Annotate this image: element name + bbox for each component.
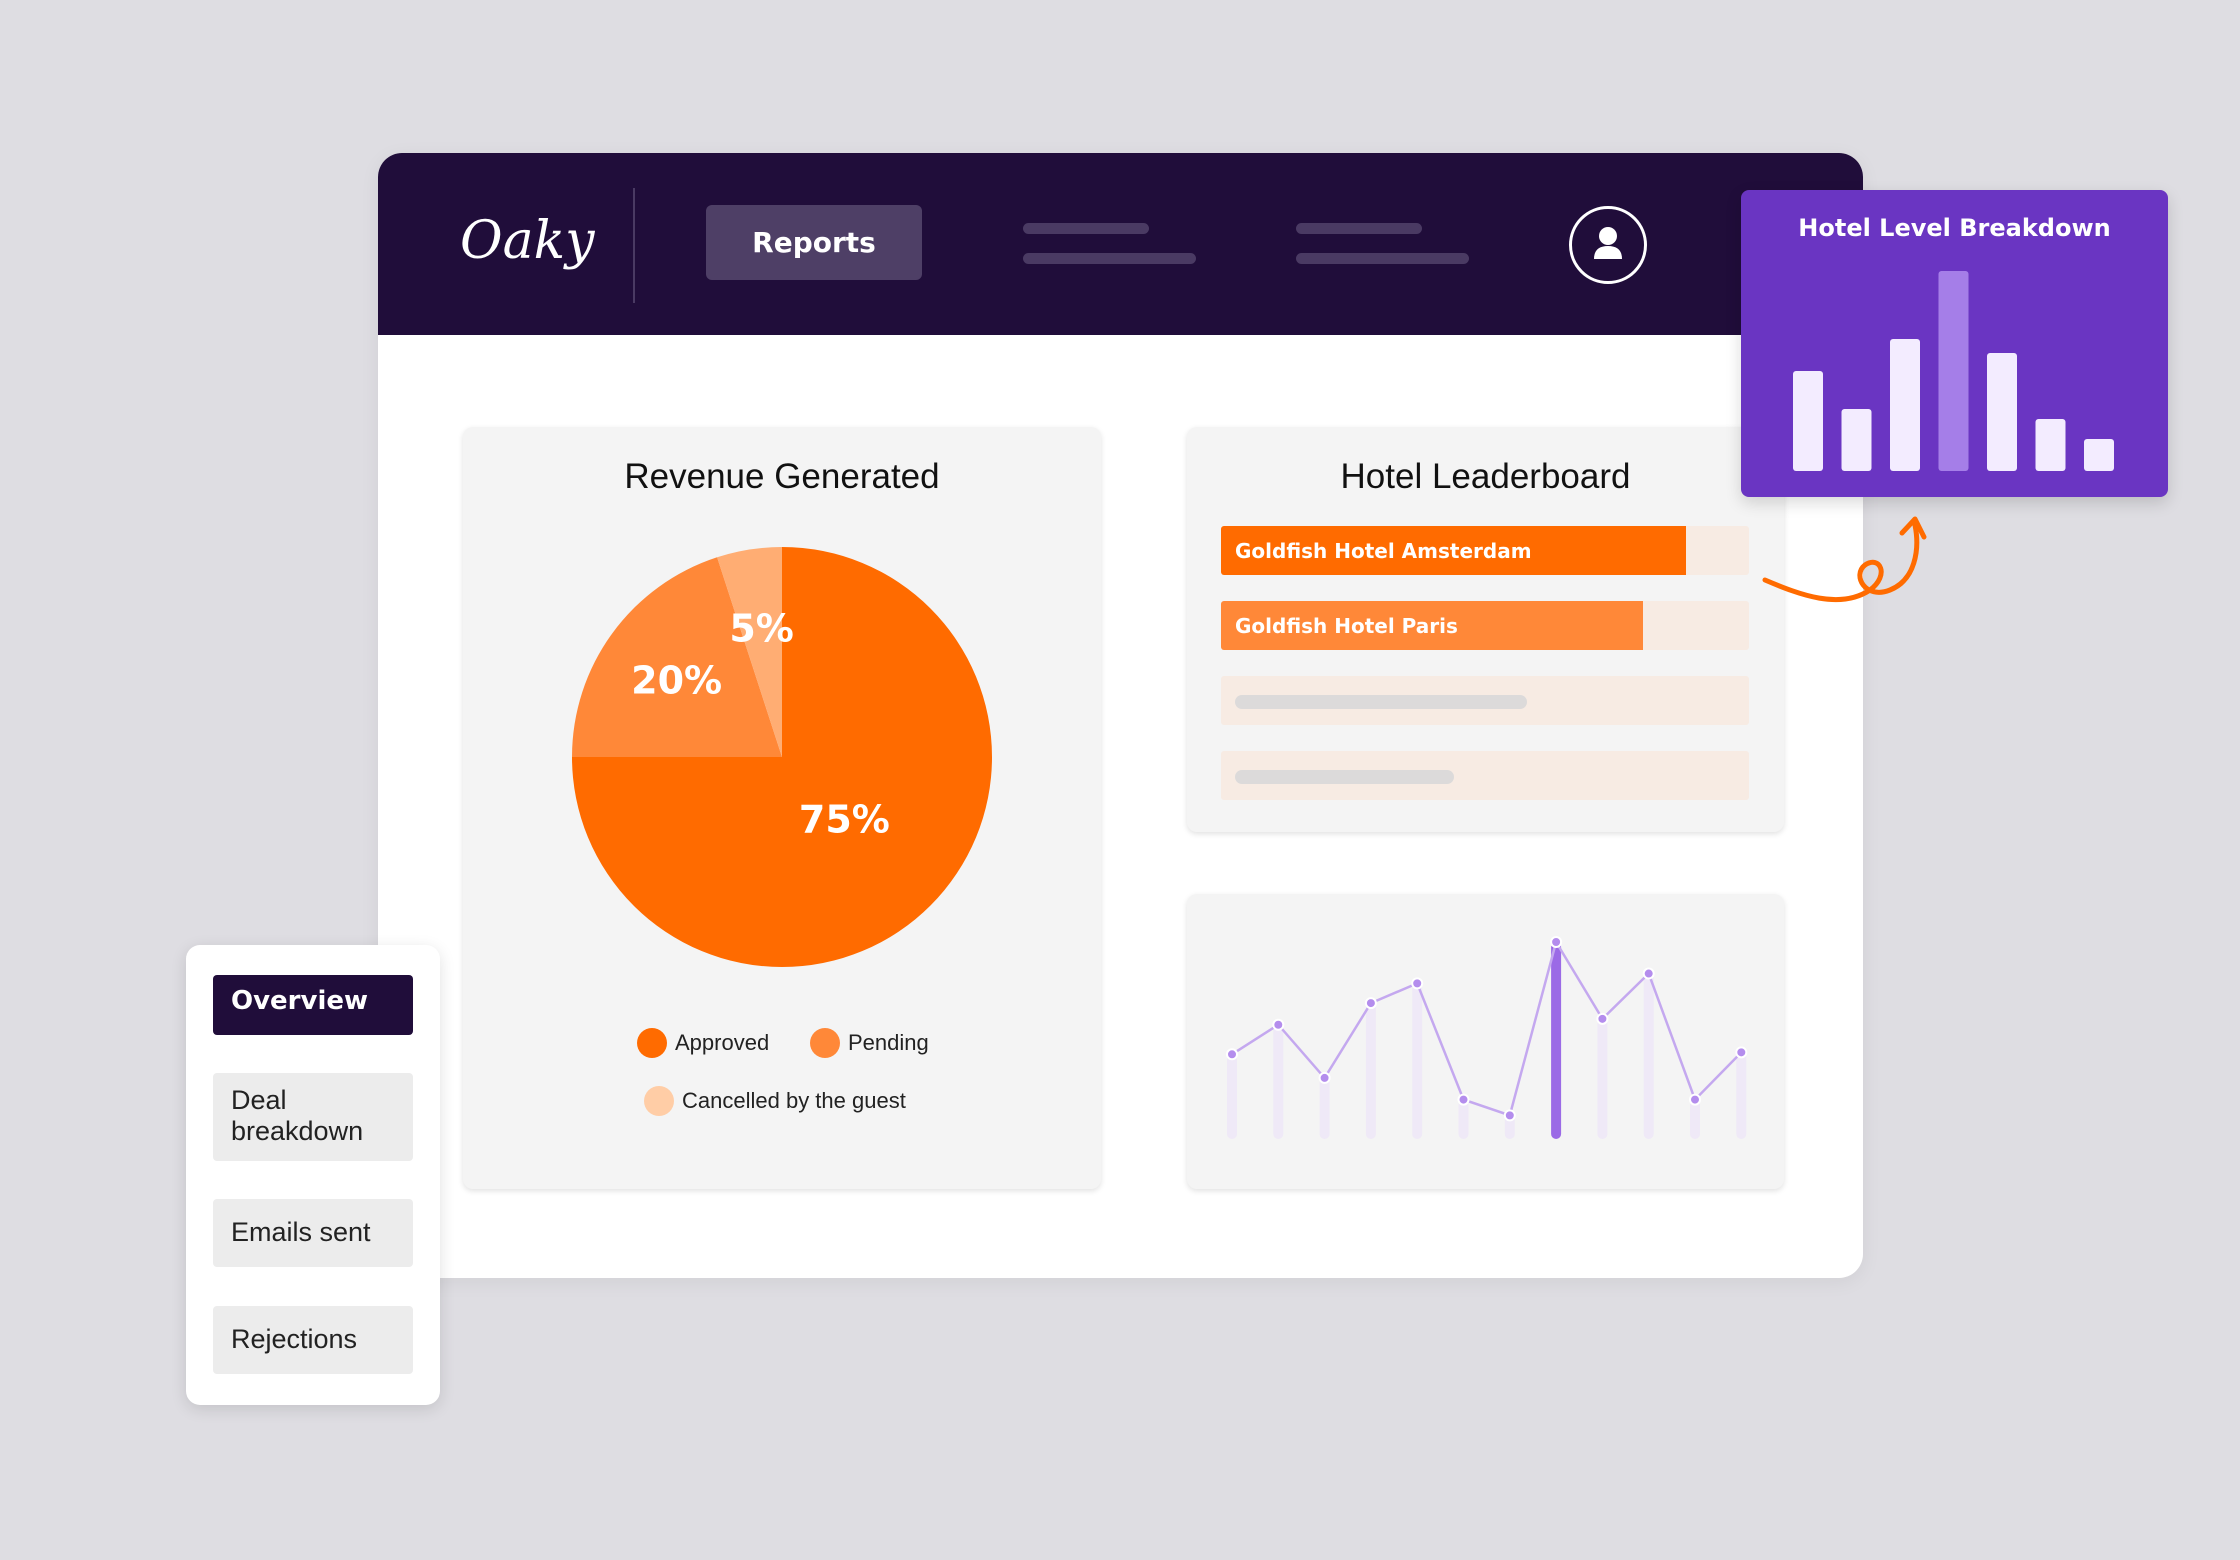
hotel-breakdown-title: Hotel Level Breakdown (1798, 214, 2111, 242)
revenue-card: Revenue Generated 75% 20% 5% (463, 427, 1101, 1189)
revenue-title: Revenue Generated (624, 457, 940, 496)
cancelled-dot-icon (644, 1086, 674, 1116)
nav-placeholder-1-bottom (1023, 253, 1196, 264)
breakdown-bar (1793, 371, 1823, 471)
trend-point[interactable] (1318, 1071, 1331, 1084)
nav-placeholder-2-top (1296, 223, 1422, 234)
trend-column (1551, 942, 1562, 1139)
legend-cancelled: Cancelled by the guest (644, 1086, 906, 1116)
sidebar-item-deal-breakdown[interactable]: Deal breakdown (213, 1073, 413, 1161)
trend-point[interactable] (1642, 967, 1655, 980)
trend-line-chart (1226, 936, 1748, 1139)
legend-pending: Pending (810, 1028, 929, 1058)
hotel-breakdown-card[interactable]: Hotel Level Breakdown (1741, 190, 2168, 497)
leaderboard-row[interactable]: Goldfish Hotel Paris (1221, 601, 1749, 650)
nav-placeholder-2-bottom (1296, 253, 1469, 264)
app-window: Oaky Reports Revenue Generated 75% 20% 5% … (378, 153, 1863, 1278)
trend-column (1736, 1052, 1747, 1139)
leaderboard-row[interactable]: Goldfish Hotel Amsterdam (1221, 526, 1749, 575)
trend-column (1319, 1077, 1330, 1139)
trend-point[interactable] (1457, 1093, 1470, 1106)
user-avatar-button[interactable] (1569, 206, 1647, 284)
leaderboard-row-placeholder (1221, 751, 1749, 800)
revenue-pie-chart: 75% 20%5% (572, 547, 992, 967)
report-sidebar: Overview Deal breakdown Emails sent Reje… (186, 945, 440, 1405)
leaderboard-title: Hotel Leaderboard (1340, 457, 1631, 496)
trend-column (1597, 1018, 1608, 1139)
legend-approved: Approved (637, 1028, 769, 1058)
trend-point[interactable] (1689, 1093, 1701, 1106)
pie-slice-cancelled-by-the-guest[interactable] (717, 547, 782, 757)
leaderboard-hotel-name: Goldfish Hotel Paris (1235, 613, 1458, 638)
nav-divider (633, 188, 635, 303)
trend-point[interactable] (1735, 1046, 1748, 1059)
trend-point[interactable] (1503, 1109, 1516, 1122)
trend-point[interactable] (1364, 997, 1377, 1010)
oaky-logo[interactable]: Oaky (460, 211, 595, 271)
legend-cancelled-label: Cancelled by the guest (682, 1088, 906, 1113)
curly-arrow-icon (1762, 516, 1927, 603)
breakdown-bar (1987, 353, 2017, 471)
trend-point[interactable] (1411, 977, 1424, 990)
trend-column (1365, 1003, 1376, 1139)
approved-dot-icon (637, 1028, 667, 1058)
pending-dot-icon (810, 1028, 840, 1058)
pie-label: 20% (631, 658, 722, 702)
trend-column (1412, 983, 1423, 1139)
breakdown-bar (2035, 419, 2066, 471)
trend-column (1227, 1054, 1237, 1139)
sidebar-item-rejections[interactable]: Rejections (213, 1306, 413, 1374)
leaderboard-card: Hotel Leaderboard Goldfish Hotel Amsterd… (1187, 427, 1784, 832)
trend-card (1187, 894, 1784, 1189)
breakdown-bar (2084, 439, 2114, 471)
trend-point[interactable] (1226, 1048, 1238, 1061)
top-navigation: Oaky Reports (378, 153, 1863, 335)
sidebar-item-emails-sent[interactable]: Emails sent (213, 1199, 413, 1267)
reports-button[interactable]: Reports (706, 205, 922, 280)
trend-column (1643, 973, 1654, 1139)
leaderboard-bar: Goldfish Hotel Amsterdam (1221, 526, 1686, 575)
trend-column (1458, 1099, 1469, 1139)
user-icon (1594, 227, 1622, 259)
trend-line (1231, 938, 1743, 1117)
trend-column (1690, 1099, 1700, 1139)
trend-point[interactable] (1272, 1018, 1285, 1031)
pie-label: 75% (799, 797, 890, 841)
pie-slice-pending[interactable] (572, 557, 782, 757)
sidebar-item-overview[interactable]: Overview (213, 975, 413, 1035)
legend-pending-label: Pending (848, 1030, 929, 1055)
breakdown-bar (1841, 409, 1872, 471)
placeholder-line (1235, 770, 1454, 784)
leaderboard-row-placeholder (1221, 676, 1749, 725)
trend-point[interactable] (1596, 1012, 1609, 1025)
trend-column (1273, 1024, 1284, 1139)
breakdown-bar (1938, 271, 1969, 471)
trend-column (1504, 1115, 1515, 1139)
legend-approved-label: Approved (675, 1030, 770, 1055)
leaderboard-hotel-name: Goldfish Hotel Amsterdam (1235, 538, 1532, 563)
nav-placeholder-1-top (1023, 223, 1149, 234)
pie-label: 5% (729, 606, 794, 650)
breakdown-bar (1890, 339, 1920, 471)
placeholder-line (1235, 695, 1527, 709)
trend-point[interactable] (1550, 936, 1563, 948)
leaderboard-bar: Goldfish Hotel Paris (1221, 601, 1644, 650)
hotel-breakdown-bar-chart (1793, 271, 2114, 471)
